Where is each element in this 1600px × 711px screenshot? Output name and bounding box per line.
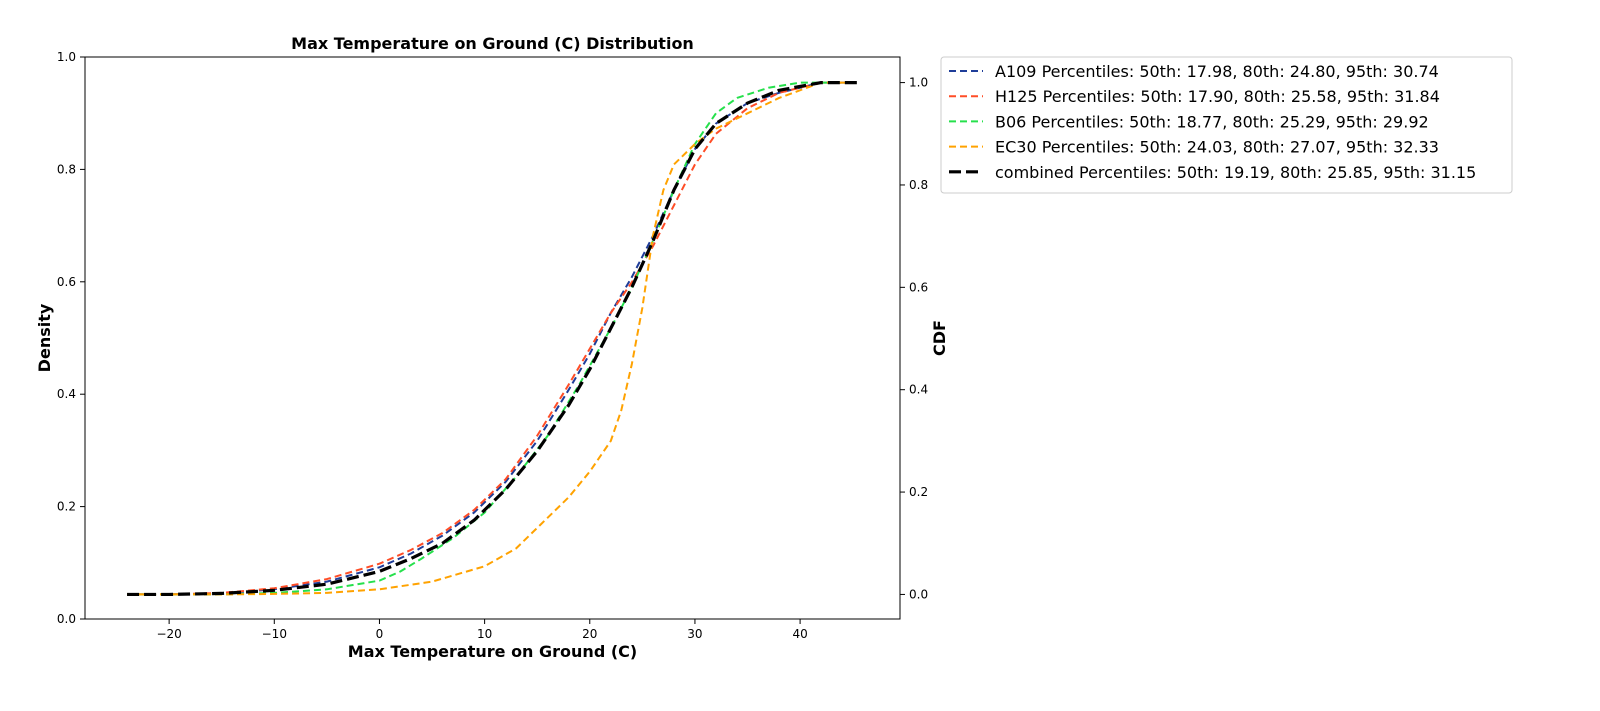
y2-tick-label: 0.6 (909, 280, 928, 294)
y2-tick-label: 0.4 (909, 383, 928, 397)
y-tick-label: 0.2 (57, 500, 76, 514)
legend-label-4: combined Percentiles: 50th: 19.19, 80th:… (995, 163, 1476, 182)
y2-tick-label: 1.0 (909, 76, 928, 90)
legend-label-3: EC30 Percentiles: 50th: 24.03, 80th: 27.… (995, 138, 1439, 157)
y2-tick-label: 0.8 (909, 178, 928, 192)
axes-layer: −20 −10 0 10 20 30 40 0.0 0.2 0.4 0.6 0.8 1.0 0.0 0.2 0… (35, 34, 949, 661)
x-axis-label: Max Temperature on Ground (C) (348, 642, 637, 661)
y-tick-label: 0.6 (57, 275, 76, 289)
x-tick-label: 20 (582, 627, 597, 641)
series-line-2 (127, 81, 853, 596)
x-tick-label: −20 (156, 627, 181, 641)
y-tick-label: 0.4 (57, 387, 76, 401)
y-axis-label: Density (35, 303, 54, 372)
series-line-0 (127, 81, 853, 596)
chart-title: Max Temperature on Ground (C) Distributi… (291, 34, 694, 53)
x-tick-label: 10 (477, 627, 492, 641)
series-line-3 (127, 81, 853, 596)
series-line-1 (127, 81, 853, 596)
y-tick-label: 0.0 (57, 612, 76, 626)
x-tick-label: 40 (792, 627, 807, 641)
y2-tick-label: 0.0 (909, 587, 928, 601)
y2-axis-label: CDF (930, 320, 949, 356)
legend-frame (940, 56, 1513, 194)
series-layer (127, 80, 858, 597)
y2-tick-label: 0.2 (909, 485, 928, 499)
x-tick-label: 0 (376, 627, 384, 641)
legend-label-2: B06 Percentiles: 50th: 18.77, 80th: 25.2… (995, 112, 1429, 131)
plot-frame (84, 56, 901, 620)
x-tick-label: −10 (262, 627, 287, 641)
legend: A109 Percentiles: 50th: 17.98, 80th: 24.… (940, 56, 1513, 194)
y-tick-label: 0.8 (57, 162, 76, 176)
series-line-4 (127, 80, 858, 597)
y-tick-label: 1.0 (57, 50, 76, 64)
legend-label-1: H125 Percentiles: 50th: 17.90, 80th: 25.… (995, 87, 1440, 106)
legend-label-0: A109 Percentiles: 50th: 17.98, 80th: 24.… (995, 62, 1439, 81)
x-tick-label: 30 (687, 627, 702, 641)
